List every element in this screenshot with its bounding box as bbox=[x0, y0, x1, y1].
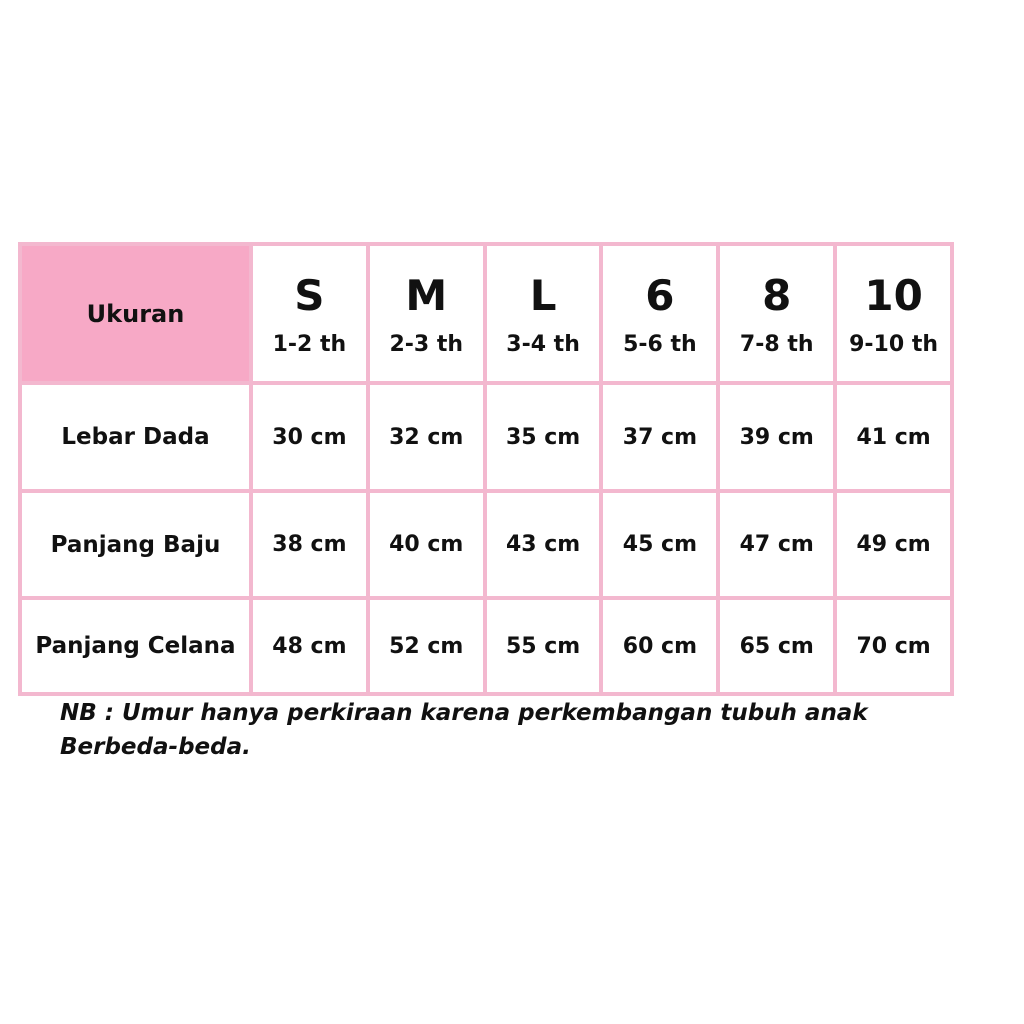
table-row: Lebar Dada 30 cm 32 cm 35 cm 37 cm 39 cm… bbox=[18, 381, 954, 493]
table-cell: 39 cm bbox=[716, 381, 838, 493]
footnote: NB : Umur hanya perkiraan karena perkemb… bbox=[60, 696, 960, 764]
row-label: Lebar Dada bbox=[18, 381, 253, 493]
table-cell: 40 cm bbox=[365, 489, 487, 600]
size-header: M 2-3 th bbox=[365, 242, 487, 385]
header-label: Ukuran bbox=[18, 242, 253, 385]
table-cell: 30 cm bbox=[249, 381, 370, 493]
size-age: 3-4 th bbox=[506, 332, 580, 357]
size-age: 5-6 th bbox=[623, 332, 697, 357]
size-age: 7-8 th bbox=[739, 332, 814, 357]
size-header: 8 7-8 th bbox=[716, 242, 838, 385]
table-cell: 37 cm bbox=[599, 381, 721, 493]
table-cell: 60 cm bbox=[599, 596, 721, 696]
size-chart-table: Ukuran S 1-2 th M 2-3 th L 3-4 th 6 5-6 th 8… bbox=[18, 242, 954, 696]
size-name: 10 bbox=[864, 271, 923, 320]
size-name: L bbox=[529, 271, 557, 320]
size-age: 1-2 th bbox=[272, 332, 347, 357]
size-header: 6 5-6 th bbox=[599, 242, 721, 385]
size-age: 2-3 th bbox=[389, 332, 464, 357]
table-cell: 55 cm bbox=[482, 596, 604, 696]
table-row: Panjang Celana 48 cm 52 cm 55 cm 60 cm 6… bbox=[18, 596, 954, 696]
table-cell: 45 cm bbox=[599, 489, 721, 600]
table-cell: 70 cm bbox=[833, 596, 954, 696]
table-cell: 47 cm bbox=[716, 489, 838, 600]
footnote-line: Berbeda-beda. bbox=[60, 734, 251, 760]
table-cell: 48 cm bbox=[249, 596, 370, 696]
table-cell: 49 cm bbox=[833, 489, 954, 600]
size-name: S bbox=[294, 271, 325, 320]
table-cell: 32 cm bbox=[365, 381, 487, 493]
table-cell: 35 cm bbox=[482, 381, 604, 493]
footnote-line: NB : Umur hanya perkiraan karena perkemb… bbox=[60, 700, 868, 726]
row-label: Panjang Baju bbox=[18, 489, 253, 600]
size-name: 8 bbox=[762, 271, 792, 320]
table-cell: 41 cm bbox=[833, 381, 954, 493]
size-header: S 1-2 th bbox=[249, 242, 370, 385]
table-row: Panjang Baju 38 cm 40 cm 43 cm 45 cm 47 … bbox=[18, 489, 954, 600]
size-header: L 3-4 th bbox=[482, 242, 604, 385]
row-label: Panjang Celana bbox=[18, 596, 253, 696]
header-row: Ukuran S 1-2 th M 2-3 th L 3-4 th 6 5-6 th 8… bbox=[18, 242, 954, 385]
table-cell: 65 cm bbox=[716, 596, 838, 696]
size-name: M bbox=[405, 271, 448, 320]
table-cell: 43 cm bbox=[482, 489, 604, 600]
table-cell: 38 cm bbox=[249, 489, 370, 600]
size-header: 10 9-10 th bbox=[833, 242, 954, 385]
size-age: 9-10 th bbox=[849, 332, 939, 357]
table-cell: 52 cm bbox=[365, 596, 487, 696]
size-name: 6 bbox=[645, 271, 675, 320]
